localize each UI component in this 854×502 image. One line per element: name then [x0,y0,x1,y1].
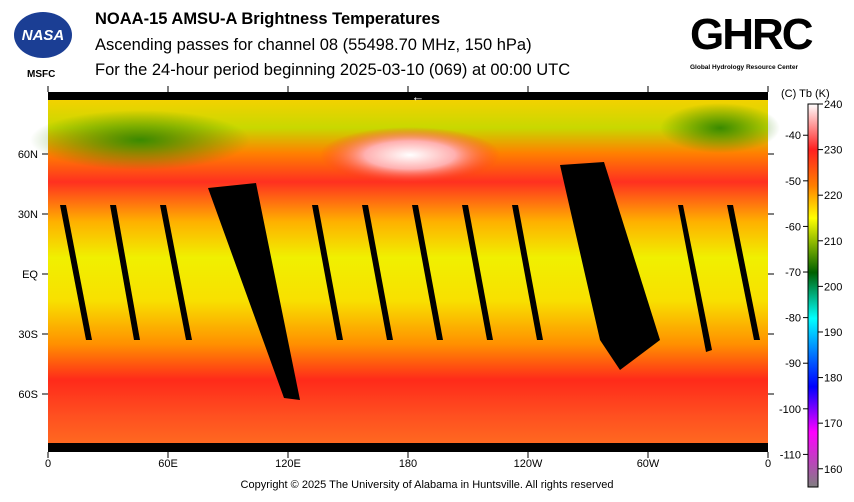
map-field: ← [30,89,780,452]
orbit-direction-arrow: ← [412,89,425,104]
msfc-label: MSFC [27,69,56,80]
no-data-swath [462,205,493,340]
nasa-logo-text: NASA [21,26,65,44]
colorbar-kelvin-label: 230 [824,145,842,157]
no-data-swath [560,162,660,370]
no-data-swath [160,205,192,340]
colorbar-celsius-label: -60 [785,221,801,233]
ghrc-logo-subtitle: Global Hydrology Resource Center [690,64,798,71]
y-tick-label: 60S [18,389,38,401]
colorbar-celsius-label: -80 [785,313,801,325]
colorbar-kelvin-label: 210 [824,236,842,248]
no-data-swath [412,205,443,340]
colorbar-celsius-label: -100 [779,404,801,416]
x-tick-label: 60E [158,458,178,470]
colorbar-kelvin-label: 200 [824,281,842,293]
colorbar-scale [807,103,819,488]
no-data-swath [362,205,393,340]
colorbar-kelvin-label: 240 [824,99,842,111]
colorbar-celsius-label: -90 [785,358,801,370]
colorbar-kelvin-label: 190 [824,327,842,339]
no-data-swaths [60,162,760,400]
y-tick-label: 60N [18,149,38,161]
x-tick-label: 0 [765,458,771,470]
colorbar-kelvin-label: 170 [824,418,842,430]
chart-title: NOAA-15 AMSU-A Brightness Temperatures [95,10,441,28]
colorbar-celsius-label: -50 [785,176,801,188]
no-data-swath [312,205,343,340]
x-tick-label: 180 [399,458,417,470]
colorbar-header: (C) Tb (K) [781,88,830,100]
copyright-text: Copyright © 2025 The University of Alaba… [240,479,614,491]
x-tick-label: 120E [275,458,301,470]
no-data-swath [678,205,712,352]
y-tick-label: EQ [22,269,38,281]
no-data-swath [110,205,140,340]
no-data-band-top [48,92,768,100]
colorbar-kelvin-label: 180 [824,373,842,385]
ghrc-logo: GHRC [690,10,814,59]
x-tick-label: 120W [514,458,543,470]
y-tick-label: 30S [18,329,38,341]
nasa-logo: NASA [14,12,72,58]
colorbar-kelvin-label: 160 [824,464,842,476]
axes: 0 60E 120E 180 120W 60W 0 60N 30N EQ 30S 60S [18,86,774,470]
colorbar: (C) Tb (K) 240 230 220 210 200 190 180 170 160 -4… [779,88,842,488]
warm-region [320,127,500,183]
x-tick-label: 0 [45,458,51,470]
no-data-swath [208,183,300,400]
no-data-swath [727,205,760,340]
chart-subtitle: Ascending passes for channel 08 (55498.7… [95,36,532,54]
no-data-band-bottom [48,443,768,452]
colorbar-celsius-label: -110 [780,449,801,461]
arctic-cold-region [30,110,250,170]
colorbar-celsius-label: -70 [785,267,801,279]
no-data-swath [512,205,543,340]
x-tick-label: 60W [637,458,660,470]
colorbar-kelvin-label: 220 [824,190,842,202]
arctic-cold-region [660,103,780,153]
colorbar-celsius-label: -40 [785,130,801,142]
no-data-swath [60,205,92,340]
y-tick-label: 30N [18,209,38,221]
chart-period: For the 24-hour period beginning 2025-03… [95,61,571,79]
